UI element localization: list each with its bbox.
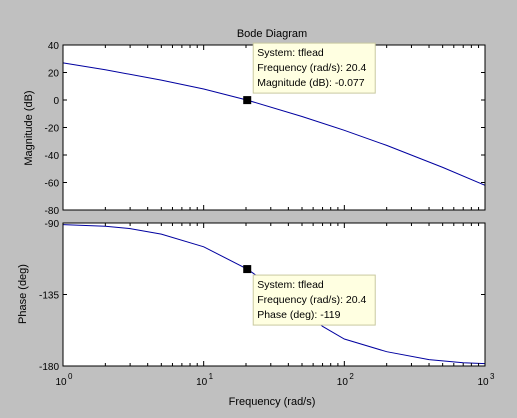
panel-1-datatip-line-1: Frequency (rad/s): 20.4 — [257, 294, 366, 306]
x-tick-label: 10 — [196, 377, 208, 388]
panel-1-datatip-marker[interactable] — [243, 265, 252, 274]
x-tick-exponent: 2 — [349, 372, 354, 381]
panel-0-datatip-box[interactable] — [252, 42, 376, 94]
panel-1-datatip-box[interactable] — [252, 274, 376, 326]
panel-1-y-tick-label: -90 — [45, 219, 60, 230]
panel-0-datatip-line-0: System: tflead — [257, 47, 324, 59]
panel-0-y-tick-label: -40 — [45, 151, 60, 162]
panel-0-y-tick-label: -80 — [45, 206, 60, 217]
x-tick-exponent: 1 — [209, 372, 214, 381]
panel-0-series-line-0 — [62, 62, 486, 186]
panel-0-y-tick-label: -20 — [45, 124, 60, 135]
x-tick-label: 10 — [55, 377, 67, 388]
phase-y-axis-label: Phase (deg) — [17, 264, 29, 324]
panel-0-y-tick-label: -60 — [45, 179, 60, 190]
x-tick-label: 10 — [477, 377, 489, 388]
panel-0-y-tick-label: 0 — [53, 96, 59, 107]
chart-title: Bode Diagram — [237, 28, 307, 40]
panel-0-y-tick-label: 20 — [48, 69, 60, 80]
x-tick-label: 10 — [337, 377, 349, 388]
panel-0-y-tick-label: 40 — [48, 41, 60, 52]
panel-1-datatip-line-2: Phase (deg): -119 — [257, 309, 340, 321]
x-axis-label: Frequency (rad/s) — [229, 396, 316, 408]
panel-0-datatip-line-2: Magnitude (dB): -0.077 — [257, 77, 365, 89]
panel-1-datatip-line-0: System: tflead — [257, 279, 324, 291]
panel-1-y-tick-label: -135 — [39, 291, 59, 302]
x-tick-exponent: 3 — [490, 372, 495, 381]
panel-0-datatip-marker[interactable] — [243, 96, 252, 105]
magnitude-y-axis-label: Magnitude (dB) — [23, 90, 35, 165]
x-tick-exponent: 0 — [68, 372, 73, 381]
panel-1-y-tick-label: -180 — [39, 362, 59, 373]
panel-0-datatip-line-1: Frequency (rad/s): 20.4 — [257, 62, 366, 74]
